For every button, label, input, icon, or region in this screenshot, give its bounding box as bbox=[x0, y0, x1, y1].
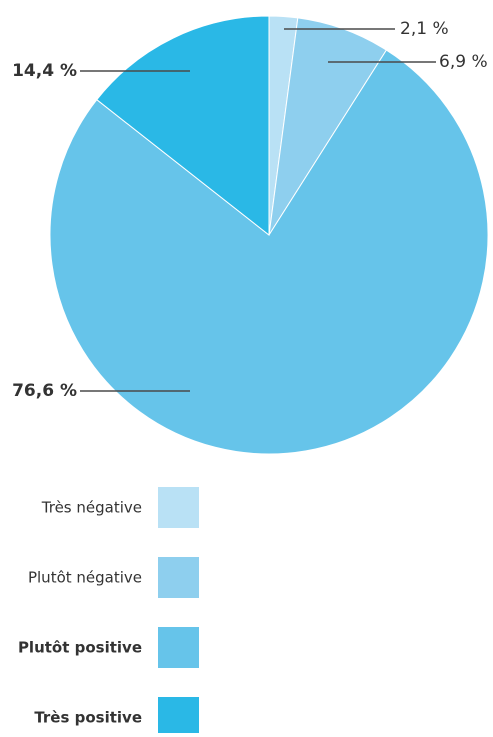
data-label-tres-negative: 2,1 % bbox=[400, 19, 449, 39]
slice-leader-lines bbox=[80, 28, 436, 392]
legend-label-plutot-negative: Plutôt négative bbox=[28, 569, 142, 587]
legend-item-plutot-negative: Plutôt négative bbox=[28, 557, 199, 598]
legend-swatch-plutot-negative bbox=[158, 557, 199, 598]
legend-swatch-plutot-positive bbox=[158, 627, 199, 668]
legend-swatch-tres-negative bbox=[158, 487, 199, 528]
pie-slices bbox=[49, 15, 489, 455]
legend-label-tres-negative: Très négative bbox=[41, 499, 142, 517]
legend-item-tres-positive: Très positive bbox=[34, 697, 199, 737]
data-label-plutot-negative: 6,9 % bbox=[439, 52, 488, 72]
legend: Très négative Plutôt négative Plutôt posit… bbox=[18, 487, 199, 737]
pie-slice-plutot-positive bbox=[49, 49, 489, 455]
legend-label-tres-positive: Très positive bbox=[34, 709, 142, 727]
data-label-tres-positive: 14,4 % bbox=[12, 61, 77, 81]
legend-label-plutot-positive: Plutôt positive bbox=[18, 639, 142, 657]
legend-item-tres-negative: Très négative bbox=[41, 487, 199, 528]
legend-swatch-tres-positive bbox=[158, 697, 199, 737]
legend-item-plutot-positive: Plutôt positive bbox=[18, 627, 199, 668]
data-label-plutot-positive: 76,6 % bbox=[12, 381, 77, 401]
slice-data-labels: 2,1 % 6,9 % 76,6 % 14,4 % bbox=[12, 19, 488, 401]
